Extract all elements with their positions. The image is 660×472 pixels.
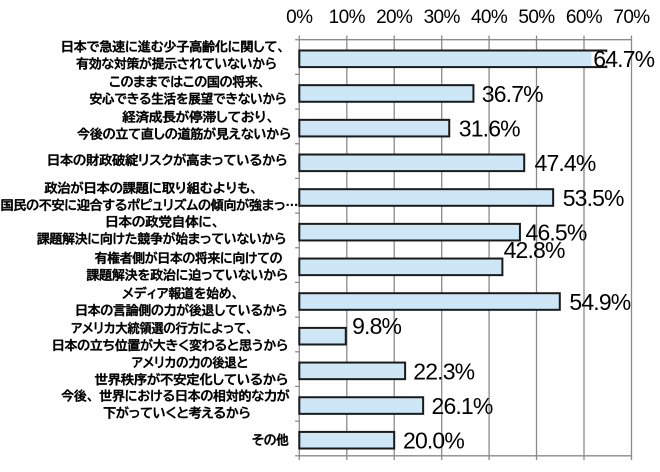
svg-text:26.1%: 26.1% [432,393,493,419]
svg-text:20.0%: 20.0% [403,428,464,454]
svg-text:31.6%: 31.6% [459,116,520,142]
svg-text:20%: 20% [376,7,413,28]
svg-text:42.8%: 42.8% [504,237,565,263]
svg-text:47.4%: 47.4% [535,150,596,176]
svg-text:9.8%: 9.8% [352,313,401,339]
svg-text:70%: 70% [613,7,650,28]
svg-text:40%: 40% [471,7,508,28]
svg-text:54.9%: 54.9% [569,289,630,315]
svg-text:22.3%: 22.3% [413,358,474,384]
svg-text:64.7%: 64.7% [593,46,654,72]
svg-text:10%: 10% [329,7,366,28]
svg-text:60%: 60% [566,7,603,28]
svg-text:50%: 50% [518,7,555,28]
svg-text:36.7%: 36.7% [482,81,543,107]
svg-text:30%: 30% [424,7,461,28]
svg-text:53.5%: 53.5% [563,185,624,211]
svg-text:0%: 0% [286,7,313,28]
svg-text:46.5%: 46.5% [526,220,587,246]
